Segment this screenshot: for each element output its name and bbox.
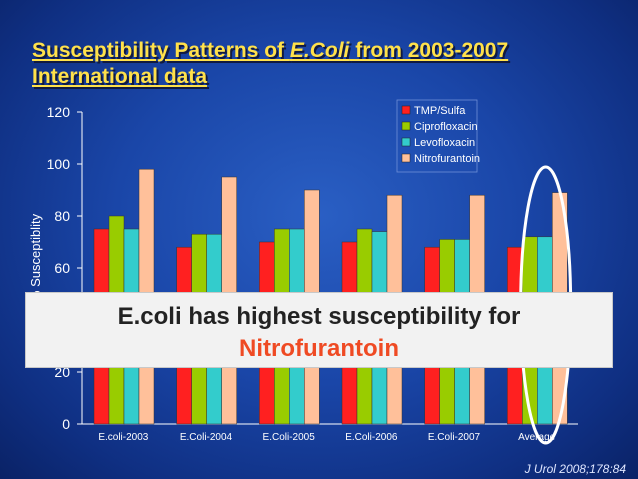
- y-axis-label: % Susceptiblity: [28, 213, 43, 302]
- source-citation: J Urol 2008;178:84: [524, 462, 626, 476]
- callout-highlight: Nitrofurantoin: [239, 335, 399, 362]
- legend-swatch: [401, 153, 411, 163]
- x-tick-label: E.Coli-2006: [345, 432, 398, 443]
- title-years: from 2003-2007: [349, 39, 509, 62]
- legend-swatch: [401, 105, 411, 115]
- legend-label: Levofloxacin: [414, 137, 475, 149]
- legend-label: TMP/Sulfa: [414, 105, 466, 117]
- y-tick-label: 100: [47, 156, 71, 172]
- callout-text: E.coli has highest susceptibility for: [117, 303, 521, 330]
- y-tick-label: 20: [54, 364, 70, 380]
- y-tick-label: 0: [62, 416, 70, 432]
- x-tick-label: E.Coli-2007: [428, 432, 481, 443]
- y-tick-label: 60: [54, 260, 70, 276]
- x-tick-label: E.Coli-2005: [263, 432, 316, 443]
- x-tick-label: E.Coli-2004: [180, 432, 233, 443]
- legend-swatch: [401, 137, 411, 147]
- legend-box: [396, 99, 478, 173]
- slide-title: Susceptibility Patterns of E.Coli from 2…: [32, 38, 508, 90]
- callout-box: E.coli has highest susceptibility for Ni…: [25, 292, 613, 368]
- legend-swatch: [401, 121, 411, 131]
- title-organism: E.Coli: [289, 39, 350, 62]
- title-subtitle: International data: [32, 65, 208, 88]
- legend-label: Ciprofloxacin: [414, 121, 478, 133]
- y-tick-label: 120: [47, 104, 71, 120]
- title-text: Susceptibility Patterns of: [32, 39, 290, 62]
- y-tick-label: 80: [54, 208, 70, 224]
- legend-label: Nitrofurantoin: [414, 153, 480, 165]
- x-tick-label: E.coli-2003: [98, 432, 148, 443]
